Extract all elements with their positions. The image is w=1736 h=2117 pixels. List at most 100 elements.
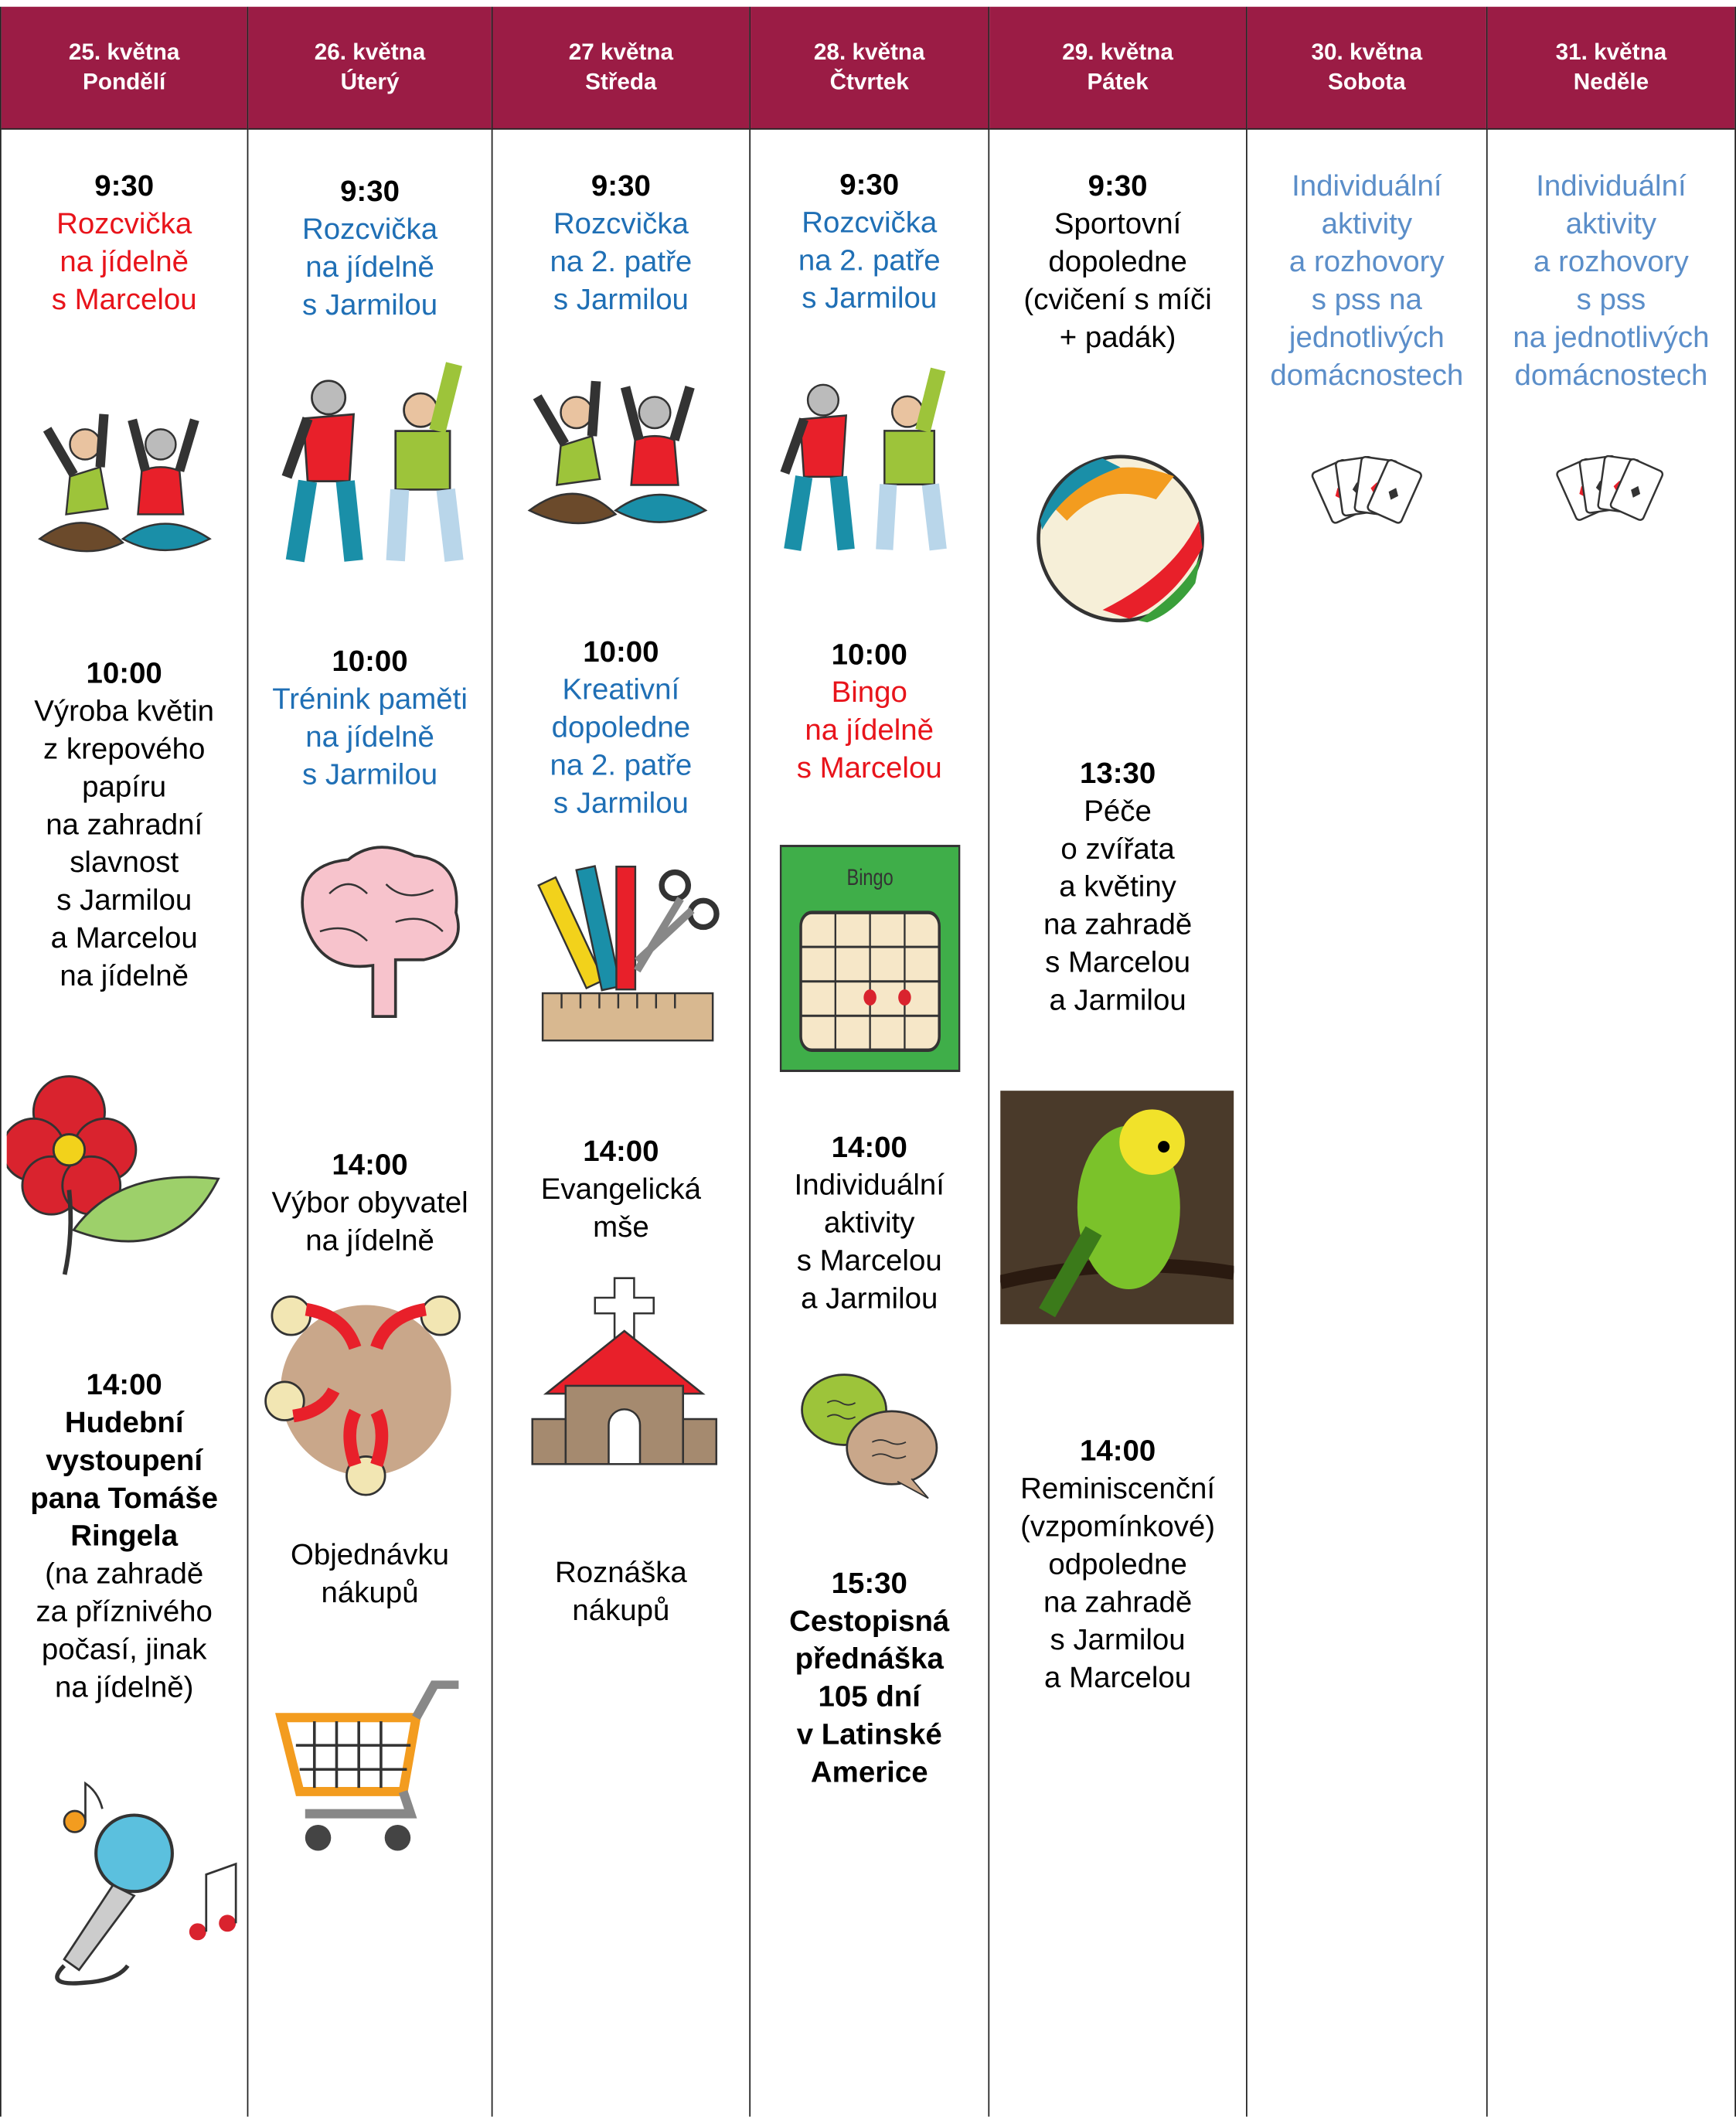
day-column: 28. května Čtvrtek 9:30 Rozcvička na 2. patř… [749, 6, 989, 2117]
text-line: z krepového [43, 731, 206, 766]
illustration [55, 1781, 237, 1986]
text-line: Trénink paměti [272, 681, 468, 716]
illustration [6, 1075, 220, 1275]
text-line: s Marcelou [1045, 944, 1191, 979]
icon-part [1102, 520, 1203, 619]
icon-part [575, 865, 622, 992]
text-line: nákupů [572, 1592, 670, 1627]
text-line: Reminiscenční [1020, 1471, 1216, 1506]
text-line: (vzpomínkové) [1020, 1509, 1216, 1544]
icon-part [285, 479, 363, 563]
text-line: Evangelická [540, 1171, 701, 1206]
day-header: 25. května Pondělí [1, 6, 247, 130]
time: 13:30 [1079, 756, 1156, 790]
time: 9:30 [839, 167, 900, 202]
text-line: mše [593, 1209, 649, 1244]
icon-part [121, 522, 212, 552]
text-line: a Marcelou [1044, 1660, 1192, 1694]
time: 14:00 [831, 1129, 907, 1164]
text-line: s Jarmilou [301, 288, 438, 322]
activity: 10:00 Trénink paměti na jídelně s Jarmilou [248, 642, 491, 794]
icon-part [69, 428, 101, 461]
text-line: na jídelně [805, 713, 934, 747]
activity: 10:00 Kreativní dopoledne na 2. patře s Jarm… [492, 633, 749, 822]
icon-part [281, 417, 313, 479]
text-line: o zvířata [1060, 831, 1175, 866]
text-line: na jídelně) [54, 1669, 194, 1704]
text-line: Rozcvička [301, 212, 438, 246]
icon-part [189, 1923, 206, 1941]
icon-part [94, 1813, 174, 1894]
text-line: s Marcelou [796, 1243, 942, 1278]
text-line: Rozcvička [553, 206, 689, 240]
activity: 9:30 Sportovní dopoledne (cvičení s míči + p… [989, 168, 1246, 357]
icon-part [620, 386, 695, 441]
illustration [264, 1295, 461, 1496]
icon-part [537, 876, 605, 990]
icon-part [1119, 1109, 1185, 1175]
day-header: 26. května Úterý [248, 6, 492, 130]
icon-part [541, 992, 714, 1042]
text-line: slavnost [70, 845, 179, 879]
icon-part [71, 1176, 220, 1243]
icon-part [280, 1305, 451, 1476]
icon-part [1367, 459, 1422, 524]
icon-part [205, 1862, 237, 1932]
text-line: Výroba květin [34, 693, 215, 728]
icon-part [311, 379, 347, 416]
day-column: 31. května Neděle Individuální aktivity a ro… [1486, 6, 1736, 2117]
text-line: s Jarmilou [301, 757, 438, 791]
activity: 9:30 Rozcvička na 2. patře s Jarmilou [492, 168, 749, 319]
day-column: 25. května Pondělí 9:30 Rozcvička na jídelně… [0, 6, 247, 2117]
icon-part [638, 396, 672, 430]
icon-part [614, 493, 708, 523]
text-line: počasí, jinak [41, 1632, 207, 1666]
illustration [281, 362, 464, 563]
illustration [801, 1373, 938, 1499]
time: 10:00 [831, 637, 907, 672]
icon-part [531, 1418, 567, 1465]
day-header: 27 května Středa [492, 6, 750, 130]
illustration [38, 414, 212, 553]
icon-part [898, 989, 911, 1006]
text-line: (cvičení s míči [1023, 282, 1212, 316]
text-line: na jídelně [60, 244, 189, 278]
time: 14:00 [1079, 1433, 1156, 1468]
date: 30. května [1311, 39, 1423, 65]
text-line: a Marcelou [50, 921, 198, 955]
icon-part [634, 897, 695, 973]
activity: 9:30 Rozcvička na 2. patře s Jarmilou [751, 166, 988, 318]
text-line: a rozhovory [1533, 244, 1689, 278]
illustration [1311, 455, 1422, 524]
title-line: vystoupení [46, 1443, 203, 1477]
text-line: domácnostech [1270, 357, 1464, 392]
text-line: Bingo [831, 675, 907, 709]
title-line: pana Tomáše [30, 1480, 219, 1515]
time: 10:00 [86, 655, 162, 690]
icon-part [128, 418, 199, 472]
icon-part [145, 428, 177, 461]
activity: 10:00 Výroba květin z krepového papíru na za… [2, 655, 247, 995]
icon-part [319, 883, 444, 942]
icon-part [608, 1408, 642, 1465]
icon-part [264, 1295, 461, 1496]
activity: 14:00 Hudební vystoupení pana Tomáše Ringela… [2, 1366, 247, 1706]
text-line: a rozhovory [1288, 244, 1445, 278]
text-line: Rozcvička [56, 206, 192, 240]
icon-part [682, 1418, 718, 1465]
activity: 9:30 Rozcvička na jídelně s Jarmilou [248, 173, 491, 325]
icon-part [63, 1809, 87, 1833]
image-label: Bingo [846, 864, 893, 890]
weekday: Úterý [340, 69, 400, 95]
time: 9:30 [1088, 168, 1148, 203]
activity: Objednávku nákupů [248, 1537, 491, 1612]
icon-part [63, 1884, 136, 1972]
text-line: s Jarmilou [553, 785, 689, 820]
icon-part [305, 1680, 459, 1819]
text-line: s Jarmilou [802, 281, 938, 315]
date: 28. května [813, 39, 925, 65]
text-line: (na zahradě [45, 1556, 204, 1591]
title-line: Cestopisná [789, 1603, 950, 1638]
activity: Individuální aktivity a rozhovory s pss na j… [1248, 168, 1486, 394]
text-line: s Jarmilou [56, 883, 192, 917]
